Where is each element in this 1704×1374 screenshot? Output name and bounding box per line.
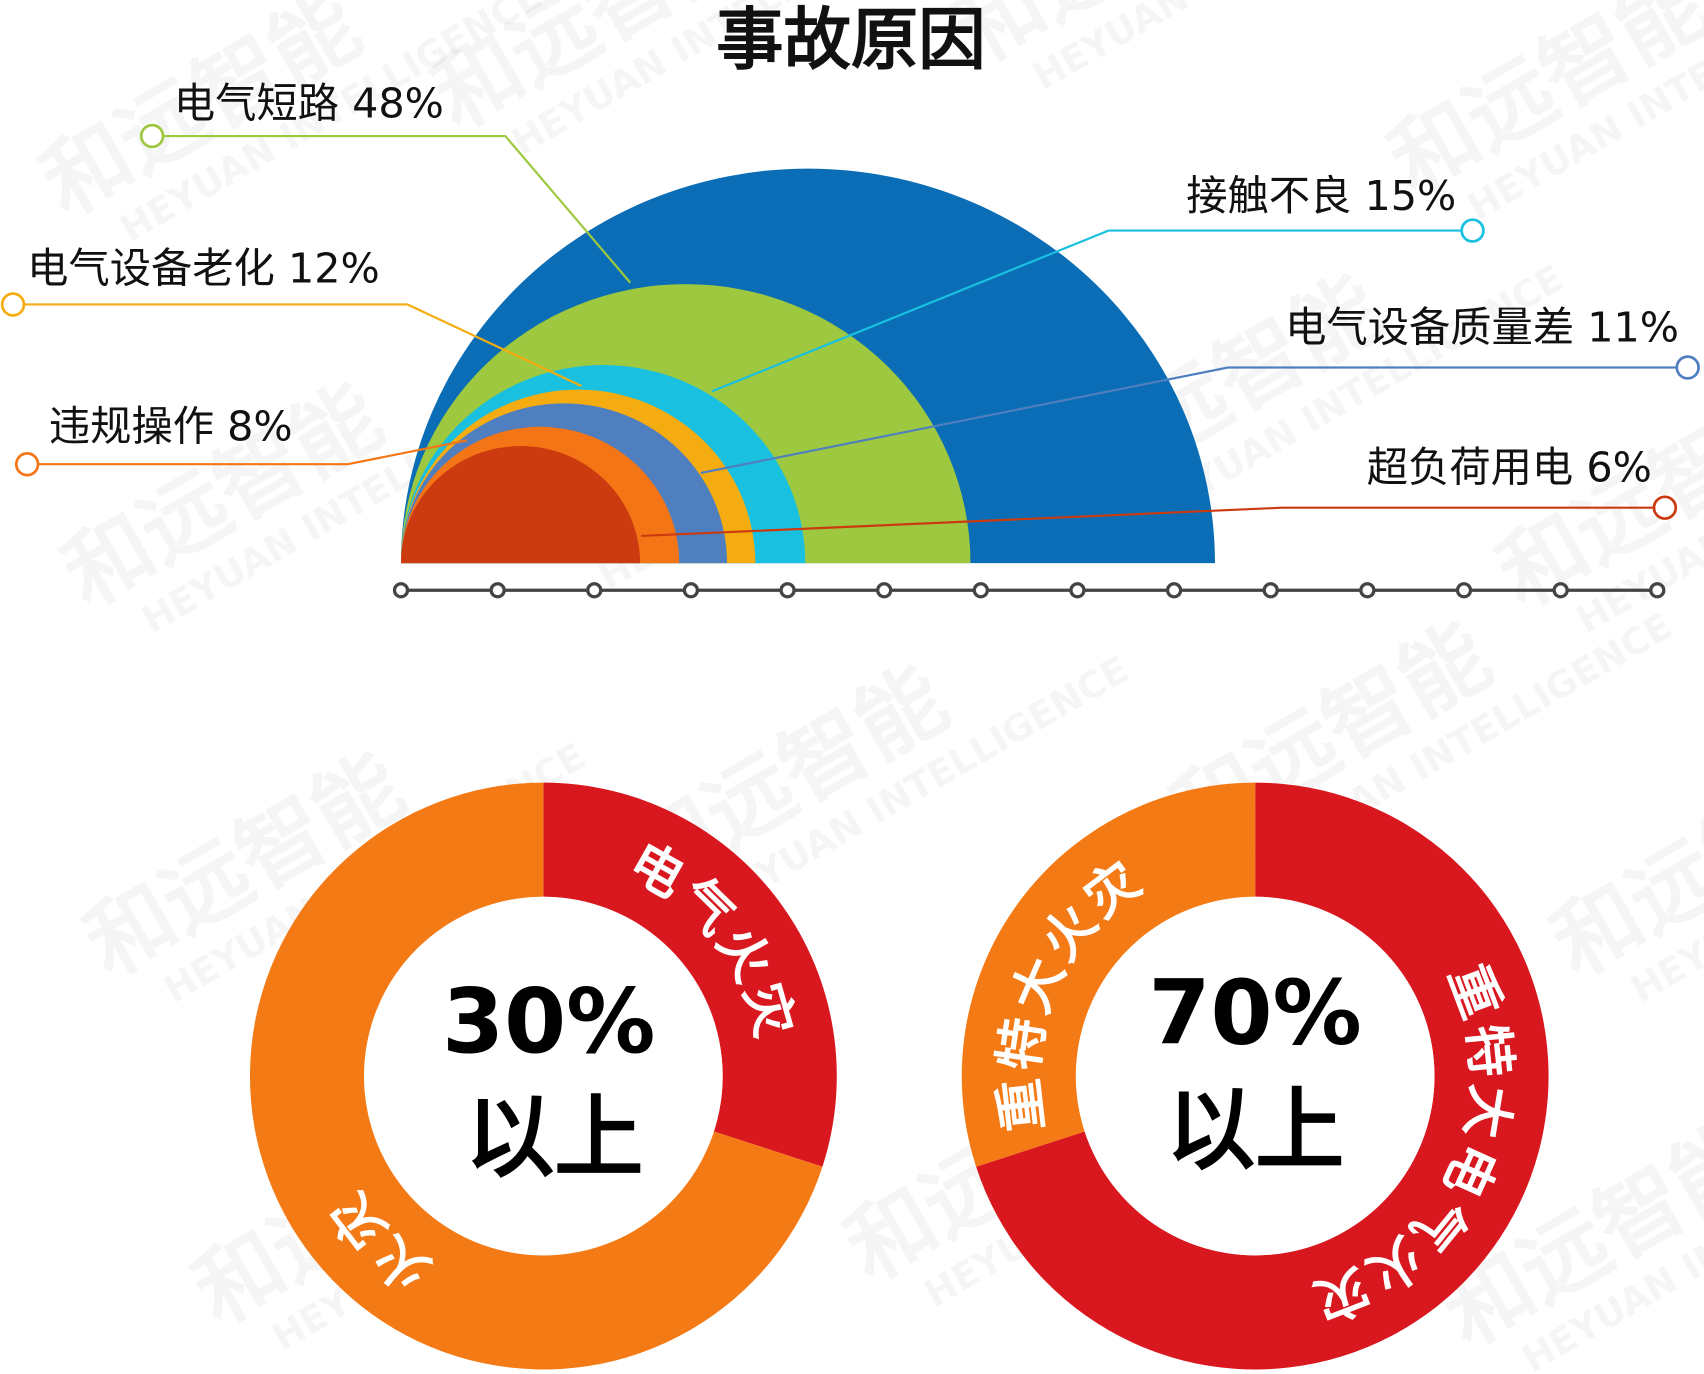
axis-tick <box>1649 582 1666 599</box>
leader-dot <box>14 451 40 477</box>
leader-dot <box>139 123 165 149</box>
leader-line <box>700 366 1688 474</box>
donut-slice <box>961 782 1256 1167</box>
leader-line <box>13 303 582 387</box>
axis-tick <box>1069 582 1086 599</box>
axis-tick <box>586 582 603 599</box>
axis-tick <box>972 582 989 599</box>
donut1-center-value: 30% <box>442 970 655 1074</box>
donut-hole <box>364 896 723 1256</box>
donut-slice <box>543 782 837 1167</box>
axis-tick <box>779 582 796 599</box>
axis-tick <box>1359 582 1376 599</box>
donut2-center-value: 70% <box>1149 961 1362 1065</box>
series-label: 电气设备老化 12% <box>27 245 380 293</box>
series-label: 电气短路 48% <box>174 80 444 128</box>
axis-tick <box>489 582 506 599</box>
leader-dot <box>1675 355 1700 380</box>
leader-lines: 电气短路 48% 接触不良 15% 电气设备老化 12% 电气设备质量差 11% 违规操… <box>0 80 1700 538</box>
semicircle-chart <box>401 168 1215 564</box>
axis <box>392 582 1666 599</box>
axis-tick <box>392 582 410 599</box>
donut2-center-text: 以上 <box>1166 1079 1344 1183</box>
leader-dot <box>1652 495 1678 520</box>
donut-slice <box>976 782 1549 1370</box>
series-label: 违规操作 8% <box>49 402 293 450</box>
series-label: 超负荷用电 6% <box>1367 444 1652 492</box>
leader-line <box>152 134 632 284</box>
donut-slice <box>249 782 823 1370</box>
donut1-center-text: 以上 <box>465 1086 643 1190</box>
axis-tick <box>682 582 700 599</box>
leader-dot <box>1460 218 1485 243</box>
leader-line <box>641 506 1665 538</box>
axis-tick <box>876 582 893 599</box>
axis-tick <box>1455 582 1473 599</box>
axis-tick <box>1165 582 1183 599</box>
leader-line <box>711 229 1473 393</box>
semicircle-6 <box>401 446 641 564</box>
series-label: 接触不良 15% <box>1186 172 1456 220</box>
axis-tick <box>1262 582 1279 599</box>
series-label: 电气设备质量差 11% <box>1285 303 1679 351</box>
leader-dot <box>0 292 26 317</box>
chart-title: 事故原因 <box>716 0 985 79</box>
axis-tick <box>1552 582 1569 599</box>
donut-hole <box>1075 896 1435 1256</box>
leader-line <box>27 439 468 466</box>
